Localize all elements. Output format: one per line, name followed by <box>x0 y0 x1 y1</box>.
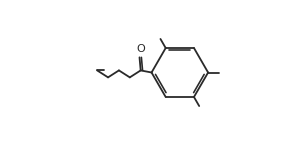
Text: O: O <box>136 44 145 54</box>
